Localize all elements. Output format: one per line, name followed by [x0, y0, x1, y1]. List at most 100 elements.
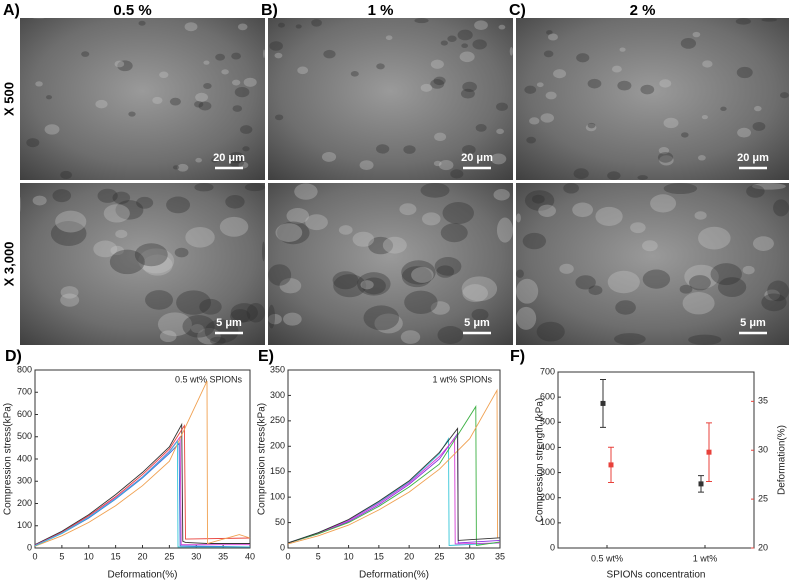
y-tick-label: 100: [540, 517, 555, 527]
sem-texture: [702, 60, 713, 68]
sem-texture: [524, 190, 555, 211]
sem-texture: [434, 257, 462, 276]
sem-texture: [442, 202, 474, 225]
sem-texture: [475, 124, 487, 132]
scale-bar-label: 5 μm: [216, 317, 242, 329]
sem-texture: [720, 106, 727, 112]
sem-texture: [430, 301, 450, 315]
sem-texture: [363, 305, 400, 331]
sem-texture: [311, 19, 322, 27]
sem-texture: [736, 66, 753, 79]
sem-texture: [611, 65, 622, 73]
sem-texture: [438, 159, 454, 171]
sem-texture: [332, 271, 359, 290]
plot-frame: [34, 369, 251, 549]
sem-texture: [447, 35, 457, 43]
sem-texture: [294, 183, 318, 200]
x-tick-label: 15: [374, 551, 384, 561]
sem-texture: [585, 123, 597, 132]
x-tick-label: 40: [245, 551, 255, 561]
sem-texture: [295, 24, 302, 29]
sem-texture: [403, 145, 416, 154]
point: [706, 449, 712, 455]
y-axis-label: Compression strength (kPa): [535, 398, 546, 523]
sem-texture: [32, 195, 47, 206]
sem-texture: [698, 226, 731, 250]
sem-texture: [637, 175, 648, 180]
sem-texture: [110, 245, 124, 256]
sem-texture: [145, 290, 174, 310]
sem-texture: [185, 226, 215, 248]
sem-texture: [195, 157, 202, 163]
sem-texture: [50, 221, 87, 246]
sem-texture: [368, 236, 394, 255]
sem-texture: [52, 189, 72, 203]
sem-texture: [210, 336, 226, 346]
sem-texture: [414, 18, 429, 24]
sem-texture: [461, 43, 468, 49]
sem-texture: [376, 144, 390, 154]
y-tick-label: 400: [540, 442, 555, 452]
sem-texture: [572, 202, 594, 218]
sem-texture: [615, 300, 636, 315]
sem-texture: [411, 267, 434, 283]
sem-texture: [184, 22, 198, 32]
sem-texture: [157, 312, 192, 337]
sem-texture: [496, 102, 508, 111]
sem-texture: [357, 272, 391, 296]
sem-texture: [239, 125, 253, 134]
sem-texture: [115, 200, 144, 220]
sem-texture: [142, 254, 173, 276]
sem-texture: [97, 188, 118, 203]
panel-label: D): [5, 348, 22, 365]
sem-texture: [244, 183, 265, 192]
sem-texture: [681, 132, 689, 138]
series-line: [287, 427, 501, 544]
sem-image: [268, 18, 513, 180]
sem-texture: [710, 263, 742, 286]
sem-texture: [138, 20, 146, 26]
sem-texture: [382, 236, 407, 254]
sem-texture: [462, 284, 488, 303]
sem-texture: [360, 280, 374, 290]
sem-texture: [658, 147, 670, 155]
x-tick-label: 10: [84, 551, 94, 561]
sem-texture: [526, 136, 536, 144]
x-tick-label: 0: [285, 551, 290, 561]
series-line: [34, 439, 250, 548]
scale-bar-label: 5 μm: [740, 317, 766, 329]
plot-frame: [287, 369, 501, 549]
sem-texture: [659, 79, 672, 88]
series-line: [34, 424, 251, 546]
sem-texture: [522, 232, 547, 250]
sem-texture: [767, 280, 789, 302]
sem-texture: [752, 236, 774, 251]
sem-texture: [283, 312, 302, 326]
sem-texture: [694, 211, 707, 220]
x-tick-label: 30: [191, 551, 201, 561]
y-tick-label: 0: [280, 542, 285, 552]
sem-texture: [278, 22, 285, 28]
sem-texture: [529, 117, 540, 125]
y-tick-label: 200: [270, 441, 285, 451]
sem-texture: [545, 91, 557, 100]
y-tick-label: 150: [270, 466, 285, 476]
series-line: [34, 380, 251, 547]
x-tick-label: 0: [32, 551, 37, 561]
sem-texture: [516, 306, 537, 330]
sem-texture: [531, 194, 545, 204]
y-tick-label: 350: [270, 364, 285, 374]
sem-texture: [274, 114, 284, 121]
sem-texture: [169, 97, 181, 106]
x-tick-label: 15: [111, 551, 121, 561]
sem-texture: [587, 78, 602, 89]
sem-texture: [614, 333, 646, 346]
sem-texture: [657, 152, 674, 163]
sem-texture: [60, 293, 80, 307]
sem-texture: [430, 59, 444, 69]
panel-label: A): [3, 2, 20, 19]
x-tick-label: 25: [434, 551, 444, 561]
sem-texture: [462, 81, 477, 92]
sem-texture: [516, 213, 521, 223]
sem-texture: [268, 314, 282, 325]
